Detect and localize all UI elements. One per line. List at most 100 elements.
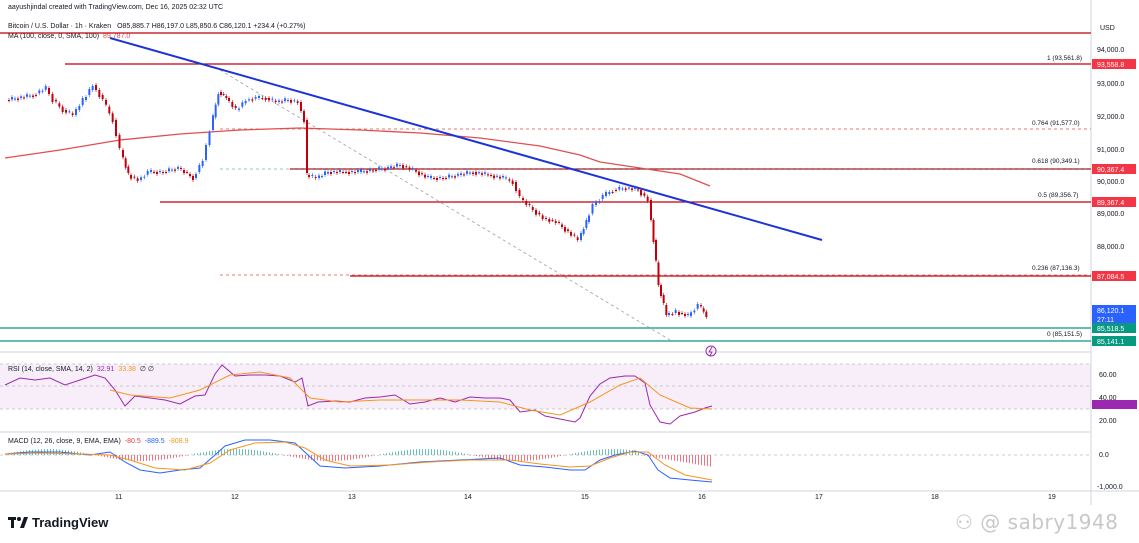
candle-body [451,176,453,178]
candle-body [372,170,374,172]
macd-hist-bar [254,450,255,455]
price-axis[interactable]: 94,000.0 93,000.0 92,000.0 91,000.0 90,000.0… [1097,47,1124,251]
macd-hist-bar [566,454,567,456]
price-tag-label: 27:11 [1097,317,1114,324]
macd-hist-bar [146,455,147,461]
macd-hist-bar [356,455,357,459]
macd-hist-bar [290,455,291,457]
macd-hist-bar [266,451,267,455]
macd-hist-bar [380,454,381,455]
macd-hist-bar [620,449,621,455]
candle-body [430,176,432,178]
candle-body [225,96,228,98]
candle-body [271,98,274,100]
macd-hist-bar [476,455,477,456]
descending-trendline[interactable] [109,37,823,241]
macd-hist-bar [365,455,366,458]
price-tick: 94,000.0 [1097,47,1124,54]
macd-hist-bar [485,455,486,458]
candle-body [570,232,572,236]
candle-body [402,165,404,169]
candle-body [576,237,579,240]
macd-hist-bar [239,449,240,455]
candle-body [387,167,389,169]
macd-hist-bar [347,455,348,461]
candle-body [652,220,655,242]
candle-body [621,188,624,190]
candle-body [502,176,504,178]
macd-hist-bar [200,452,201,455]
candle-body [469,172,471,174]
macd-hist-bar [293,455,294,458]
candle-body [122,150,124,158]
candle-body [261,98,264,99]
candle-body [192,176,194,180]
macd-hist-bar [500,455,501,460]
macd-hist-bar [224,449,225,455]
candle-body [212,115,214,130]
macd-hist-bar [683,455,684,463]
macd-signal-line [4,441,713,481]
time-axis[interactable]: 11 12 13 14 15 16 17 18 19 [115,494,1056,501]
candle-body [29,95,31,97]
candle-body [628,187,630,189]
candle-body [415,170,417,172]
candle-body [378,167,380,170]
candle-body [384,168,386,171]
candle-body [88,89,91,95]
candle-body [85,97,87,100]
candle-body [318,175,320,178]
macd-hist-bar [371,455,372,457]
candle-body [143,176,146,178]
candle-body [496,175,498,177]
macd-hist-bar [407,449,408,455]
macd-hist-bar [248,449,249,455]
macd-hist-bar [377,454,378,456]
macd-hist-bar [101,455,102,457]
macd-hist-bar [197,453,198,455]
macd-hist-bar [599,449,600,455]
macd-hist-bar [326,455,327,461]
macd-hist-bar [530,455,531,461]
lightning-icon[interactable] [705,345,717,357]
macd-hist-bar [545,455,546,459]
macd-hist-bar [584,451,585,455]
currency-label: USD [1100,25,1115,32]
candle-body [554,221,557,223]
candle-body [678,312,680,315]
time-tick: 13 [348,494,356,501]
candle-body [460,173,462,175]
candle-body [363,171,365,173]
time-tick: 15 [581,494,589,501]
price-tick: 91,000.0 [1097,147,1124,154]
candle-body [671,314,674,315]
candle-body [136,178,139,181]
fib-trend-line [219,69,671,341]
macd-hist-bar [176,455,177,458]
macd-hist-bar [179,455,180,457]
macd-hist-bar [590,450,591,455]
candle-body [518,190,521,196]
candle-body [591,204,594,214]
candle-body [146,171,149,175]
price-tag-label: 86,120.1 [1097,308,1124,315]
candle-body [71,113,74,115]
macd-hist-bar [482,455,483,458]
candle-body [130,175,132,179]
macd-hist-bar [107,455,108,458]
candle-body [177,167,179,169]
macd-hist-bar [167,455,168,459]
candle-body [51,94,54,102]
macd-hist-bar [185,455,186,456]
macd-hist-bar [617,449,618,455]
tradingview-logo[interactable]: TradingView [8,515,108,530]
candle-body [68,111,71,113]
candle-body [251,99,254,101]
candle-body [541,215,544,219]
candle-body [511,180,514,184]
rsi-tick-20: 20.00 [1099,418,1117,425]
macd-hist-bar [344,455,345,461]
macd-hist-bar [263,451,264,455]
candle-body [369,169,371,171]
